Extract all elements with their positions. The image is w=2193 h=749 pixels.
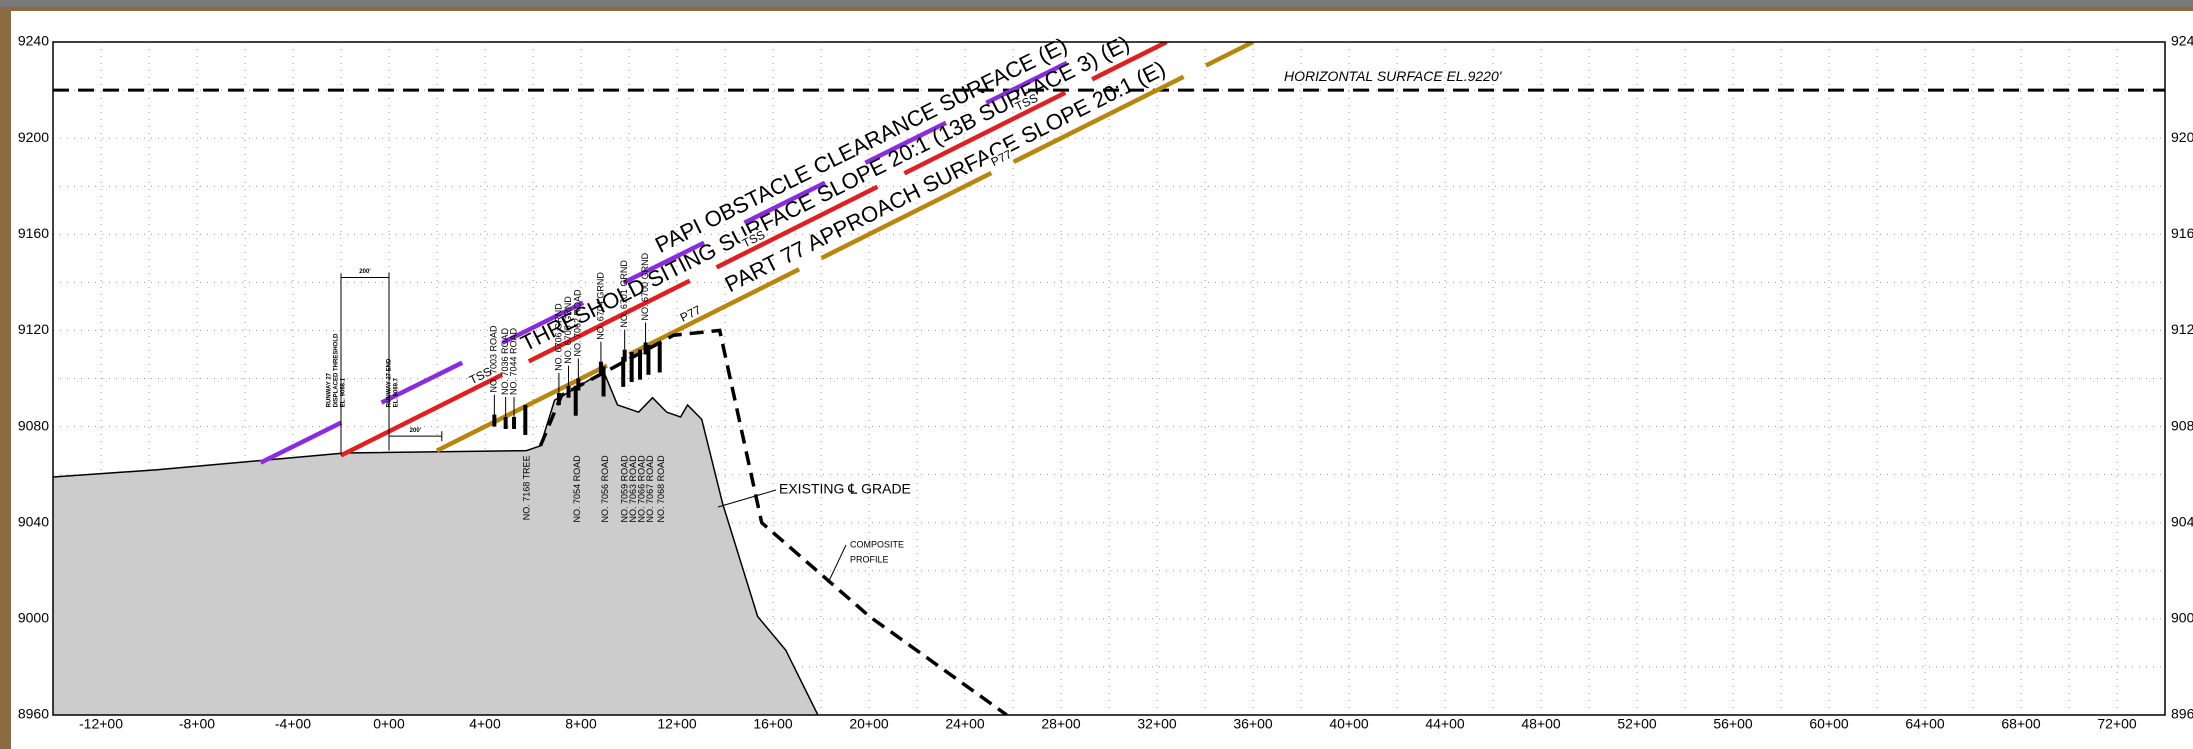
leader [827, 544, 847, 584]
obstacle-label: NO. 6700 GRND [640, 252, 650, 320]
ground-label: EXISTING ℄ GRADE [779, 481, 911, 497]
x-tick-label: 0+00 [373, 716, 405, 732]
runway-label: RUNWAY 27 [327, 372, 333, 407]
x-tick-label: 64+00 [1905, 716, 1945, 732]
obstacle [601, 366, 606, 397]
y-tick-label-right: 9000 [2171, 610, 2193, 626]
y-tick-label-right: 9200 [2171, 129, 2193, 145]
x-tick-label: 52+00 [1617, 716, 1657, 732]
x-tick-label: 48+00 [1521, 716, 1561, 732]
composite-profile [538, 328, 1008, 715]
x-tick-label: 36+00 [1233, 716, 1273, 732]
x-tick-label: 16+00 [753, 716, 793, 732]
x-tick-label: 72+00 [2097, 716, 2137, 732]
x-tick-label: 44+00 [1425, 716, 1465, 732]
horizontal-surface-label: HORIZONTAL SURFACE EL.9220' [1284, 68, 1503, 84]
ground-line [53, 370, 819, 715]
runway-label: EL. 9068.1 [341, 377, 347, 407]
x-tick-label: -4+00 [275, 716, 311, 732]
obstacle-label: NO. 7062 ROAD [573, 289, 583, 357]
obstacle [556, 392, 561, 405]
surface-line [339, 42, 1168, 458]
dimension-label: 200' [359, 269, 371, 275]
dimension-label: 200' [410, 428, 422, 434]
x-tick-label: 24+00 [945, 716, 985, 732]
x-tick-label: 28+00 [1041, 716, 1081, 732]
top-bar [0, 0, 2193, 7]
obstacle [566, 385, 571, 398]
obstacle-label: NO. 7068 ROAD [656, 455, 666, 523]
obstacle-label: NO. 7063 ROAD [628, 455, 638, 523]
obstacle-label: NO. 6704 GRND [595, 272, 605, 340]
y-tick-label: 9200 [18, 129, 49, 145]
obstacle [573, 385, 578, 416]
obstacle [621, 356, 626, 387]
x-tick-label: 32+00 [1137, 716, 1177, 732]
runway-label: DISPLACED THRESHOLD [334, 333, 340, 407]
obstacle-label: NO. 7003 ROAD [489, 325, 499, 393]
composite-label: PROFILE [850, 554, 889, 564]
y-tick-label: 9080 [18, 417, 49, 433]
obstacle-label: NO. 7168 TREE [522, 455, 532, 520]
obstacle [503, 416, 508, 429]
ground-fill [53, 371, 818, 715]
plot-border [52, 41, 2166, 716]
obstacle [523, 404, 528, 435]
obstacle [646, 344, 651, 375]
y-tick-label: 9000 [18, 610, 49, 626]
y-tick-label: 9160 [18, 225, 49, 241]
leader [717, 489, 777, 508]
y-tick-label: 9040 [18, 513, 49, 529]
y-tick-label-right: 9160 [2171, 225, 2193, 241]
obstacle [657, 342, 662, 373]
composite-label: COMPOSITE [850, 539, 904, 549]
y-tick-label-right: 8960 [2171, 706, 2193, 722]
obstacle [512, 416, 517, 429]
x-tick-label: 8+00 [565, 716, 597, 732]
obstacle [643, 342, 648, 355]
y-tick-label-right: 9240 [2171, 33, 2193, 49]
x-tick-label: 60+00 [1809, 716, 1849, 732]
obstacle [622, 349, 627, 362]
obstacle [629, 352, 634, 383]
x-tick-label: 56+00 [1713, 716, 1753, 732]
obstacle-label: NO. 7036 ROAD [500, 327, 510, 395]
y-tick-label: 8960 [18, 706, 49, 722]
y-tick-label-right: 9080 [2171, 417, 2193, 433]
obstacle-label: NO. 7044 ROAD [508, 327, 518, 395]
obstacle [638, 349, 643, 380]
obstacle-label: NO. 6701 GRND [619, 260, 629, 328]
obstacle-label: NO. 7054 ROAD [572, 455, 582, 523]
y-tick-label-right: 9040 [2171, 513, 2193, 529]
obstacle-label: NO. 7067 ROAD [645, 455, 655, 523]
x-tick-label: -8+00 [179, 716, 215, 732]
y-tick-label: 9240 [18, 33, 49, 49]
y-tick-label: 9120 [18, 321, 49, 337]
obstacle [576, 378, 581, 391]
obstacle-label: NO. 7066 ROAD [636, 455, 646, 523]
x-tick-label: 4+00 [469, 716, 501, 732]
x-tick-label: 40+00 [1329, 716, 1369, 732]
obstacle-label: NO. 6706 GRND [553, 303, 563, 371]
runway-label: EL. 9069.7 [394, 377, 400, 407]
surface-line [259, 42, 1110, 465]
obstacle-label: NO. 6705 GRND [563, 296, 573, 364]
x-tick-label: 12+00 [657, 716, 697, 732]
obstacle [492, 414, 497, 427]
x-tick-label: 20+00 [849, 716, 889, 732]
obstacle-label: NO. 7059 ROAD [620, 455, 630, 523]
x-tick-label: 68+00 [2001, 716, 2041, 732]
surface-line [435, 42, 1255, 453]
y-tick-label-right: 9120 [2171, 321, 2193, 337]
x-tick-label: -12+00 [79, 716, 123, 732]
obstacle-label: NO. 7056 ROAD [600, 455, 610, 523]
obstacle [598, 361, 603, 374]
runway-label: RUNWAY 27 END [387, 358, 393, 407]
